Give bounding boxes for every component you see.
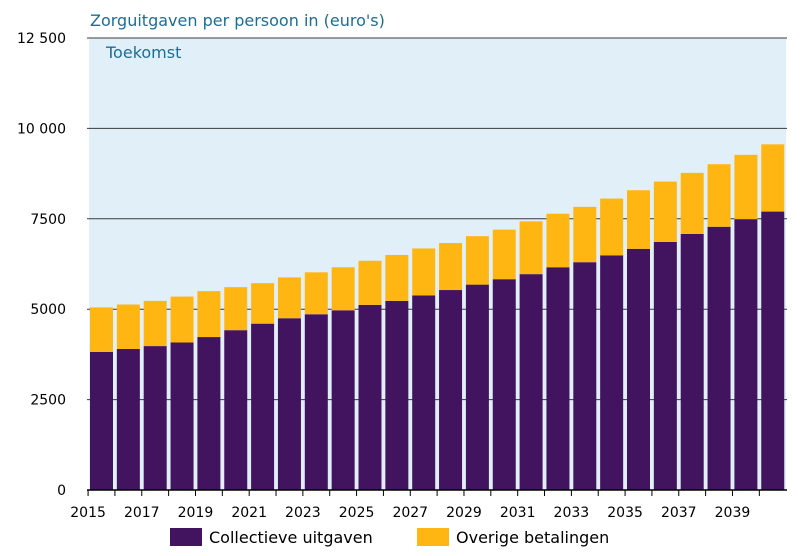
bar-overige-betalingen-2032 [546, 213, 570, 268]
bar-collectieve-uitgaven-2035 [627, 248, 650, 490]
bar-overige-betalingen-2022 [277, 277, 301, 319]
bar-collectieve-uitgaven-2021 [251, 323, 275, 490]
bar-overige-betalingen-2029 [465, 236, 489, 285]
y-tick-label: 12 500 [17, 31, 66, 47]
bar-collectieve-uitgaven-2015 [90, 351, 113, 490]
x-tick-label: 2035 [607, 505, 643, 521]
bar-overige-betalingen-2025 [358, 260, 382, 305]
bar-overige-betalingen-2024 [331, 267, 355, 311]
bar-overige-betalingen-2040 [761, 144, 785, 212]
bar-overige-betalingen-2023 [304, 272, 328, 315]
legend-label-overige-betalingen: Overige betalingen [456, 528, 609, 547]
bar-collectieve-uitgaven-2018 [170, 342, 194, 490]
bar-overige-betalingen-2034 [600, 198, 624, 256]
x-tick-label: 2033 [554, 505, 590, 521]
bar-overige-betalingen-2026 [385, 254, 409, 301]
bar-collectieve-uitgaven-2039 [734, 219, 758, 490]
x-tick-label: 2037 [661, 505, 697, 521]
legend-swatch-collectieve-uitgaven [170, 528, 202, 546]
legend-swatch-overige-betalingen [417, 528, 449, 546]
bar-collectieve-uitgaven-2017 [143, 346, 167, 490]
bar-overige-betalingen-2031 [519, 221, 543, 275]
bar-collectieve-uitgaven-2036 [653, 241, 677, 490]
bar-overige-betalingen-2015 [90, 307, 113, 352]
bar-collectieve-uitgaven-2040 [761, 211, 785, 490]
bar-collectieve-uitgaven-2028 [439, 290, 463, 490]
bar-collectieve-uitgaven-2031 [519, 274, 543, 490]
bar-overige-betalingen-2019 [197, 291, 221, 338]
bar-collectieve-uitgaven-2037 [680, 233, 704, 491]
x-tick-label: 2029 [446, 505, 482, 521]
x-tick-label: 2021 [231, 505, 267, 521]
x-tick-label: 2019 [178, 505, 214, 521]
bar-collectieve-uitgaven-2026 [385, 300, 409, 490]
bar-overige-betalingen-2039 [734, 154, 758, 220]
x-tick-label: 2025 [339, 505, 375, 521]
y-tick-label: 5000 [30, 302, 66, 318]
bar-overige-betalingen-2020 [224, 287, 248, 331]
bar-overige-betalingen-2028 [439, 243, 463, 291]
bar-collectieve-uitgaven-2022 [277, 318, 301, 490]
bar-overige-betalingen-2030 [492, 229, 516, 280]
bar-overige-betalingen-2027 [412, 248, 436, 296]
chart-title: Zorguitgaven per persoon in (euro's) [90, 11, 385, 30]
x-tick-label: 2015 [70, 505, 106, 521]
bar-collectieve-uitgaven-2025 [358, 304, 382, 490]
bar-overige-betalingen-2036 [653, 181, 677, 242]
bar-collectieve-uitgaven-2019 [197, 337, 221, 490]
bar-overige-betalingen-2038 [707, 164, 731, 227]
bar-overige-betalingen-2018 [170, 296, 194, 343]
y-tick-label: 2500 [30, 393, 66, 409]
bar-overige-betalingen-2035 [627, 190, 650, 249]
bar-overige-betalingen-2033 [573, 206, 597, 263]
bar-overige-betalingen-2037 [680, 172, 704, 234]
x-tick-label: 2027 [392, 505, 428, 521]
y-axis-ticks: 0 2500 5000 7500 10 000 12 500 [17, 31, 66, 499]
bar-collectieve-uitgaven-2027 [412, 295, 436, 490]
x-axis: 2015 2017 2019 2021 2023 2025 2027 2029 2031 2033… [70, 489, 787, 521]
y-tick-label: 7500 [30, 212, 66, 228]
bar-overige-betalingen-2016 [116, 304, 140, 349]
future-region-label: Toekomst [105, 43, 181, 62]
bar-collectieve-uitgaven-2032 [546, 267, 570, 490]
legend-label-collectieve-uitgaven: Collectieve uitgaven [209, 528, 373, 547]
bar-collectieve-uitgaven-2030 [492, 279, 516, 490]
bar-collectieve-uitgaven-2029 [465, 284, 489, 490]
x-tick-label: 2023 [285, 505, 321, 521]
y-tick-label: 10 000 [17, 121, 66, 137]
bar-overige-betalingen-2017 [143, 300, 167, 347]
legend: Collectieve uitgaven Overige betalingen [170, 528, 609, 547]
x-tick-label: 2039 [715, 505, 751, 521]
bars [90, 144, 785, 491]
bar-collectieve-uitgaven-2023 [304, 314, 328, 490]
y-tick-label: 0 [57, 483, 66, 499]
bar-collectieve-uitgaven-2038 [707, 226, 731, 491]
bar-collectieve-uitgaven-2034 [600, 255, 624, 490]
bar-collectieve-uitgaven-2024 [331, 310, 355, 490]
bar-collectieve-uitgaven-2020 [224, 330, 248, 490]
x-tick-label: 2017 [124, 505, 160, 521]
bar-collectieve-uitgaven-2016 [116, 348, 140, 490]
x-tick-label: 2031 [500, 505, 536, 521]
bar-collectieve-uitgaven-2033 [573, 262, 597, 490]
bar-overige-betalingen-2021 [251, 283, 275, 324]
